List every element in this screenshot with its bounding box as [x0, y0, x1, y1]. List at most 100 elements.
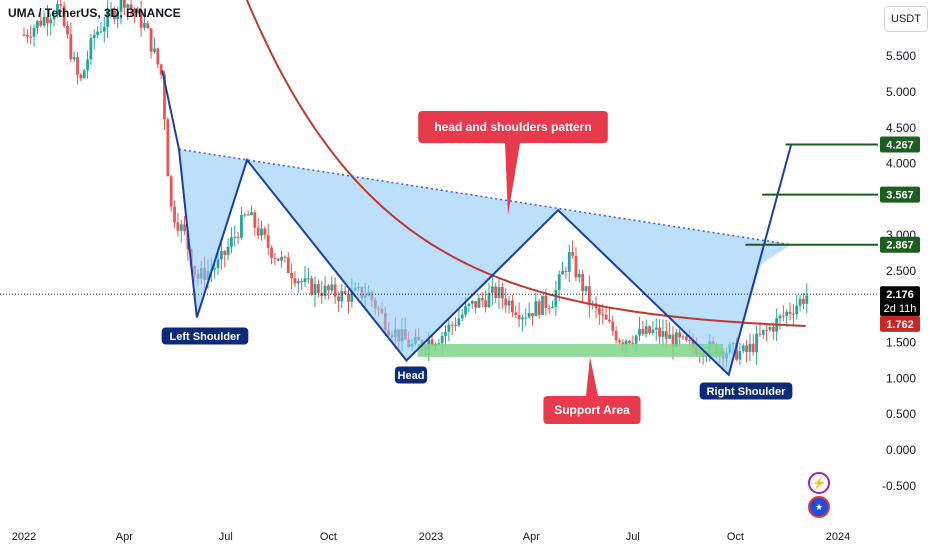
candle-body	[651, 329, 655, 334]
candle-body	[163, 74, 166, 120]
pattern-callout: head and shoulders pattern	[434, 120, 591, 134]
candle-body	[102, 26, 106, 32]
candle-body	[323, 285, 327, 297]
candle-body	[149, 28, 153, 52]
candle-body	[276, 258, 280, 261]
candle-body	[166, 119, 170, 177]
moving-average-line	[245, 0, 806, 327]
x-tick-label: Jul	[219, 531, 233, 543]
candle-body	[574, 255, 578, 278]
candle-body	[129, 4, 133, 9]
candle-body	[310, 278, 314, 295]
candle-body	[176, 222, 180, 231]
candle-body	[250, 212, 253, 215]
candle-body	[778, 315, 782, 319]
candle-body	[46, 17, 49, 24]
candle-body	[738, 351, 742, 360]
candle-body	[624, 340, 628, 345]
candle-body	[447, 324, 451, 332]
candle-body	[474, 301, 478, 308]
candle-body	[618, 340, 621, 343]
candle-body	[497, 287, 501, 298]
candle-body	[313, 284, 317, 295]
candle-body	[243, 214, 247, 216]
lightning-icon[interactable]: ⚡	[808, 472, 830, 494]
candle-body	[330, 284, 334, 291]
x-tick-label: 2023	[419, 531, 443, 543]
candle-body	[611, 321, 615, 331]
candle-body	[805, 295, 809, 304]
candle-body	[581, 273, 585, 292]
candle-body	[99, 31, 103, 33]
candle-body	[631, 342, 635, 344]
support-area	[417, 344, 724, 357]
candle-body	[89, 38, 93, 60]
candle-body	[457, 318, 461, 326]
candle-body	[92, 34, 96, 39]
price-label-box	[880, 186, 920, 203]
candle-body	[230, 237, 233, 247]
candle-body	[450, 324, 454, 326]
right-shoulder-label-box	[699, 382, 793, 400]
candle-body	[219, 251, 223, 260]
x-tick-label: Apr	[523, 531, 540, 543]
price-label: 2.867	[886, 240, 914, 252]
candle-body	[263, 228, 267, 236]
candle-body	[614, 330, 618, 341]
candle-body	[577, 273, 581, 278]
flag-icon[interactable]: ★	[808, 496, 830, 518]
candle-body	[547, 307, 551, 309]
pattern-callout-pointer	[505, 143, 520, 215]
candle-body	[771, 327, 775, 332]
candle-body	[86, 59, 89, 71]
candle-body	[52, 15, 56, 20]
candle-body	[25, 34, 29, 37]
candle-body	[96, 31, 99, 35]
candle-body	[430, 339, 434, 347]
right-shoulder-label: Right Shoulder	[707, 386, 787, 398]
neckline	[178, 148, 792, 246]
candle-body	[664, 331, 668, 339]
candle-body	[106, 10, 110, 27]
candle-body	[156, 48, 160, 65]
candle-body	[641, 328, 645, 335]
candle-body	[765, 329, 769, 331]
y-tick-label: 2.500	[886, 264, 916, 278]
candle-body	[59, 3, 63, 6]
price-label: 1.762	[886, 319, 914, 331]
candle-body	[119, 0, 123, 12]
candle-body	[260, 228, 263, 236]
candle-body	[109, 10, 113, 12]
candle-body	[541, 295, 544, 315]
price-label-box	[880, 315, 920, 332]
candle-body	[146, 23, 150, 29]
candle-body	[112, 10, 116, 20]
y-tick-label: 4.500	[886, 121, 916, 135]
candle-body	[584, 286, 588, 292]
pattern-zigzag	[161, 70, 793, 377]
candle-body	[286, 257, 290, 273]
candle-body	[72, 57, 76, 60]
candle-body	[480, 298, 484, 301]
candle-body	[29, 36, 33, 38]
candle-body	[477, 298, 481, 308]
candle-body	[507, 300, 511, 306]
x-tick-label: 2024	[826, 531, 850, 543]
candle-body	[755, 333, 758, 353]
y-tick-label: 1.500	[886, 336, 916, 350]
candle-body	[467, 303, 471, 307]
candle-body	[785, 311, 789, 316]
candle-body	[621, 342, 625, 345]
candle-body	[557, 274, 561, 290]
candle-body	[684, 336, 688, 340]
price-label: 2.176	[886, 289, 914, 301]
candle-body	[42, 17, 46, 26]
candle-body	[340, 291, 344, 302]
candle-body	[597, 308, 601, 315]
candle-body	[638, 328, 641, 336]
currency-button[interactable]: USDT	[884, 6, 928, 32]
candle-body	[273, 258, 277, 260]
candle-body	[280, 256, 283, 261]
